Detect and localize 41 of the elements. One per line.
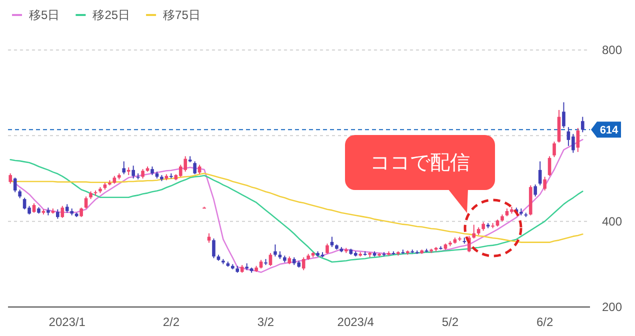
candlestick (552, 141, 556, 158)
candlestick (122, 160, 126, 175)
x-tick-label: 6/2 (536, 315, 554, 329)
y-tick-label: 800 (602, 43, 622, 57)
candlestick (8, 172, 12, 184)
candlestick (472, 224, 476, 239)
ref-line-label: 614 (600, 124, 620, 137)
candlestick (141, 168, 144, 179)
candlestick (268, 252, 272, 266)
x-tick-label: 2/2 (162, 315, 180, 329)
annotation: ココで配信 (370, 152, 470, 174)
x-tick-label: 2023/4 (337, 315, 374, 329)
legend-label: 移5日 (29, 8, 60, 22)
candlestick (580, 116, 584, 133)
candlestick (198, 164, 202, 175)
x-tick-label: 3/2 (257, 315, 274, 329)
candlestick (543, 176, 546, 191)
candlestick (32, 202, 36, 214)
candlestick (326, 243, 329, 254)
candlestick (193, 160, 196, 175)
candlestick (562, 102, 566, 128)
candlestick (132, 165, 135, 179)
candlestick (330, 236, 334, 248)
candlestick (274, 244, 277, 257)
candlestick (60, 205, 64, 218)
legend-label: 移75日 (163, 8, 200, 22)
candlestick (84, 196, 88, 209)
candlestick (576, 127, 580, 152)
y-tick-label: 400 (602, 214, 622, 228)
y-tick-label: 200 (602, 300, 622, 314)
candlestick (80, 207, 83, 218)
candlestick (548, 156, 552, 176)
candlestick (302, 256, 306, 271)
candlestick (56, 208, 60, 220)
x-tick-label: 5/2 (442, 315, 459, 329)
candlestick (13, 177, 17, 193)
candlestick (534, 184, 537, 197)
candlestick (212, 238, 216, 259)
legend-label: 移25日 (92, 8, 130, 22)
line-series (10, 172, 584, 243)
x-tick-label: 2023/1 (48, 315, 86, 329)
